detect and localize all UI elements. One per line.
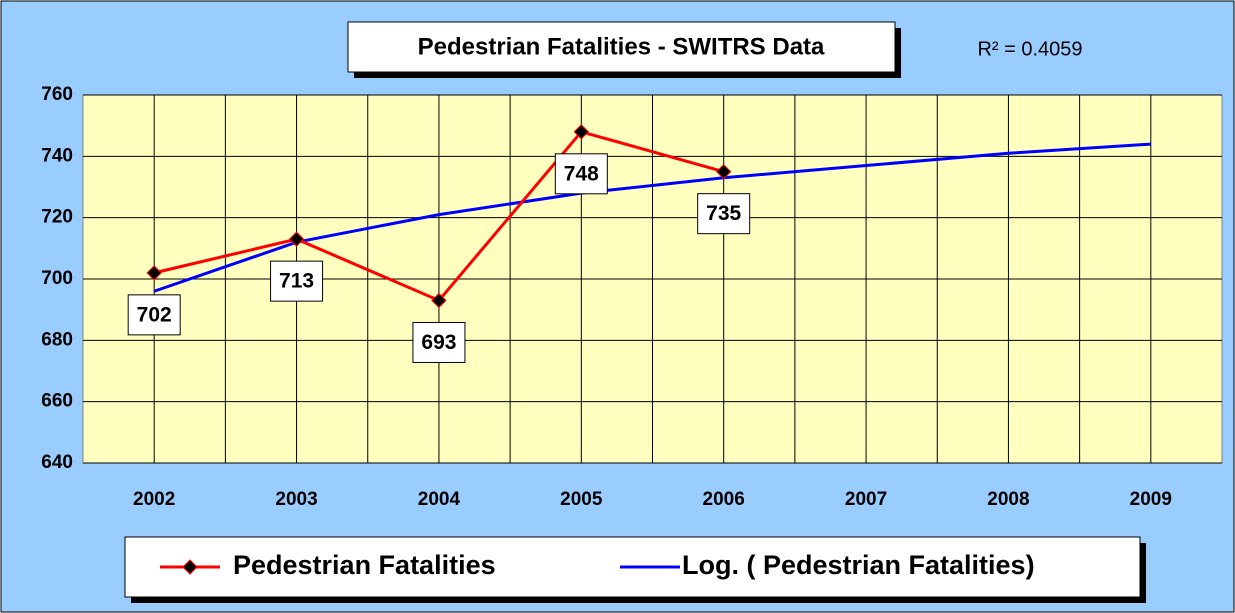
x-tick-label: 2002 [133,489,175,510]
data-label-box [270,260,324,302]
marker [715,163,732,180]
annotation: R² = 0.4059 [977,38,1082,60]
y-tick-label: 740 [41,145,73,166]
data-label: 735 [706,202,741,225]
legend-marker [182,559,198,575]
data-label: 713 [279,270,314,293]
data-label-box [554,153,608,195]
y-tick-label: 700 [41,268,73,289]
y-tick-label: 720 [41,207,73,228]
chart-title: Pedestrian Fatalities - SWITRS Data [418,33,825,60]
x-tick-label: 2003 [275,489,317,510]
data-label-box [697,193,751,235]
x-tick-label: 2008 [987,489,1029,510]
data-label: 702 [137,303,172,326]
title-box [347,21,896,73]
y-tick-label: 640 [41,452,73,473]
legend-label: Pedestrian Fatalities [233,550,496,580]
x-tick-label: 2007 [845,489,887,510]
x-tick-label: 2005 [560,489,603,510]
trend-line [153,142,1151,293]
marker [288,231,305,247]
data-label: 748 [564,162,599,185]
x-tick-label: 2006 [703,489,745,510]
x-tick-label: 2004 [418,489,461,510]
marker [146,265,162,281]
y-tick-label: 660 [41,391,73,412]
legend-label: Log. ( Pedestrian Fatalities) [682,550,1035,580]
marker [573,124,590,140]
data-label-box [412,321,466,363]
data-label: 693 [421,331,456,354]
y-tick-label: 760 [41,84,73,105]
marker [431,292,447,309]
y-tick-label: 680 [41,329,73,350]
x-tick-label: 2009 [1130,489,1172,510]
data-label-box [127,294,181,336]
